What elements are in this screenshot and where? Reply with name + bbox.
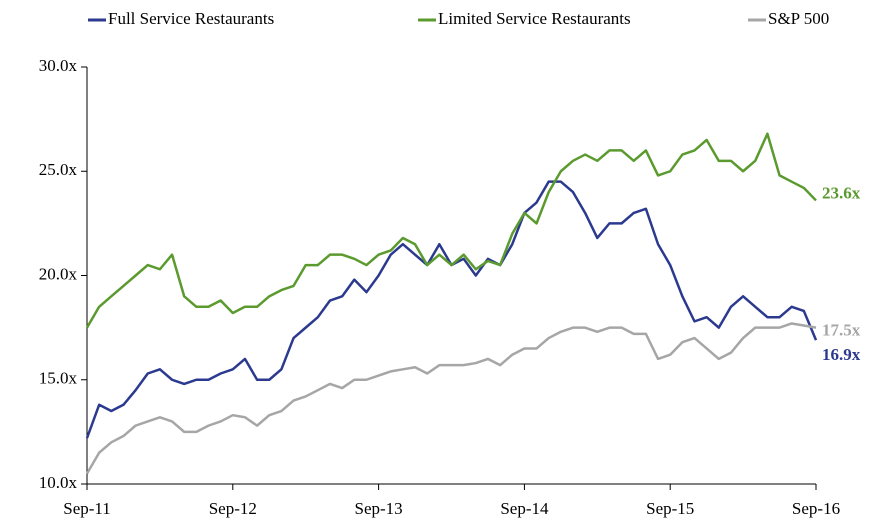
y-tick-label: 15.0x bbox=[39, 369, 78, 388]
y-tick-label: 20.0x bbox=[39, 264, 78, 283]
x-tick-label: Sep-11 bbox=[63, 499, 111, 518]
x-tick-label: Sep-15 bbox=[646, 499, 694, 518]
end-label: 16.9x bbox=[822, 345, 861, 364]
series-line bbox=[85, 322, 817, 475]
legend-label: S&P 500 bbox=[768, 9, 829, 28]
x-tick-label: Sep-16 bbox=[792, 499, 840, 518]
x-tick-label: Sep-12 bbox=[209, 499, 257, 518]
y-tick-label: 25.0x bbox=[39, 160, 78, 179]
x-tick-label: Sep-14 bbox=[500, 499, 549, 518]
y-tick-label: 10.0x bbox=[39, 473, 78, 492]
series-line bbox=[85, 180, 818, 439]
x-tick-label: Sep-13 bbox=[355, 499, 403, 518]
legend-label: Full Service Restaurants bbox=[108, 9, 274, 28]
legend-label: Limited Service Restaurants bbox=[438, 9, 631, 28]
end-label: 23.6x bbox=[822, 183, 861, 202]
series-line bbox=[85, 132, 817, 329]
y-tick-label: 30.0x bbox=[39, 56, 78, 75]
end-label: 17.5x bbox=[822, 321, 861, 340]
